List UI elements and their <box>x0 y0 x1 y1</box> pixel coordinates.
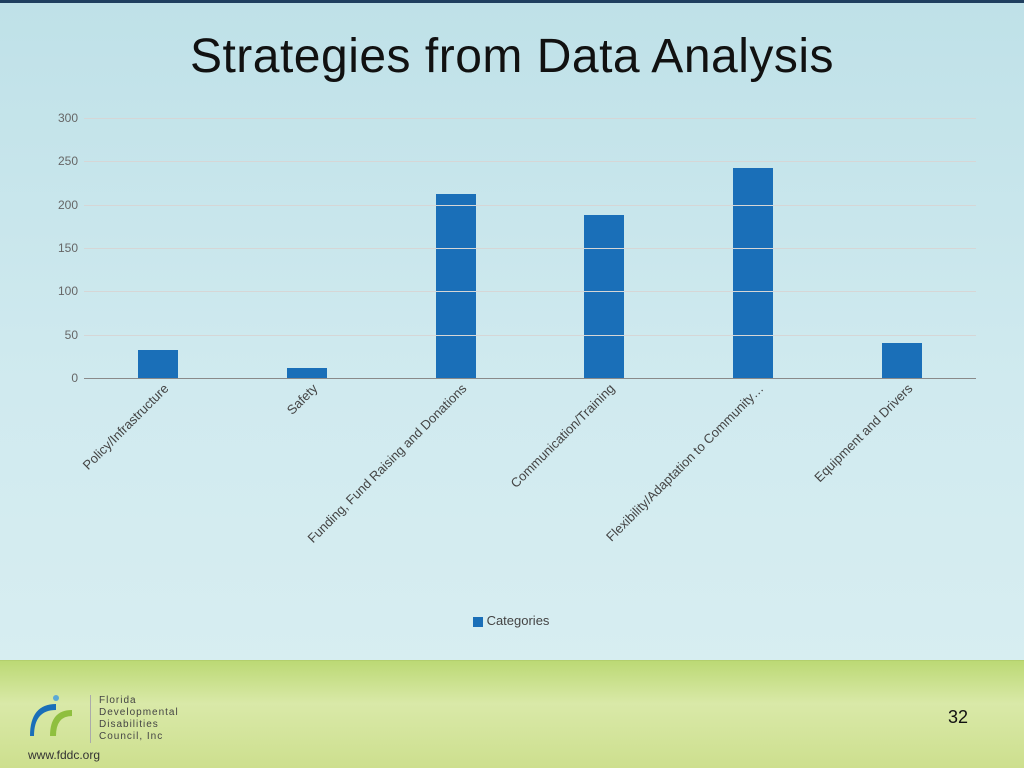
logo-block: FloridaDevelopmentalDisabilitiesCouncil,… <box>28 692 179 746</box>
y-axis-label: 300 <box>58 111 78 125</box>
bar <box>882 343 922 378</box>
chart-gridline <box>84 248 976 249</box>
x-axis-label: Equipment and Drivers <box>811 381 915 485</box>
logo-text-line: Council, Inc <box>99 731 179 743</box>
x-axis-label: Flexibility/Adaptation to Community… <box>603 381 766 544</box>
bar <box>138 350 178 378</box>
logo-text: FloridaDevelopmentalDisabilitiesCouncil,… <box>90 695 179 743</box>
footer-url: www.fddc.org <box>28 748 100 762</box>
chart-legend: Categories <box>46 613 976 628</box>
slide: Strategies from Data Analysis Policy/Inf… <box>0 0 1024 768</box>
bar-chart: Policy/Infrastructure SafetyFunding, Fund… <box>46 118 976 618</box>
chart-baseline <box>84 378 976 379</box>
logo-text-line: Developmental <box>99 707 179 719</box>
y-axis-label: 50 <box>65 328 78 342</box>
page-title: Strategies from Data Analysis <box>0 3 1024 84</box>
bar <box>436 194 476 378</box>
y-axis-label: 150 <box>58 241 78 255</box>
legend-label: Categories <box>487 613 550 628</box>
logo-text-line: Florida <box>99 695 179 707</box>
logo-icon <box>28 692 82 746</box>
chart-gridline <box>84 335 976 336</box>
x-axis-label: Policy/Infrastructure <box>80 381 172 473</box>
y-axis-label: 200 <box>58 198 78 212</box>
chart-gridline <box>84 291 976 292</box>
footer-band: FloridaDevelopmentalDisabilitiesCouncil,… <box>0 660 1024 768</box>
bar <box>733 168 773 378</box>
legend-swatch <box>473 617 483 627</box>
x-axis-label: Safety <box>284 381 321 418</box>
y-axis-label: 0 <box>71 371 78 385</box>
logo-text-line: Disabilities <box>99 719 179 731</box>
page-number: 32 <box>948 707 968 728</box>
x-axis-label: Communication/Training <box>508 381 618 491</box>
y-axis-label: 250 <box>58 154 78 168</box>
chart-plot-area: Policy/InfrastructureSafetyFunding, Fund… <box>84 118 976 378</box>
y-axis-label: 100 <box>58 284 78 298</box>
x-axis-label: Funding, Fund Raising and Donations <box>304 381 469 546</box>
bar <box>287 368 327 378</box>
chart-gridline <box>84 205 976 206</box>
chart-gridline <box>84 118 976 119</box>
chart-gridline <box>84 161 976 162</box>
bar <box>584 215 624 378</box>
